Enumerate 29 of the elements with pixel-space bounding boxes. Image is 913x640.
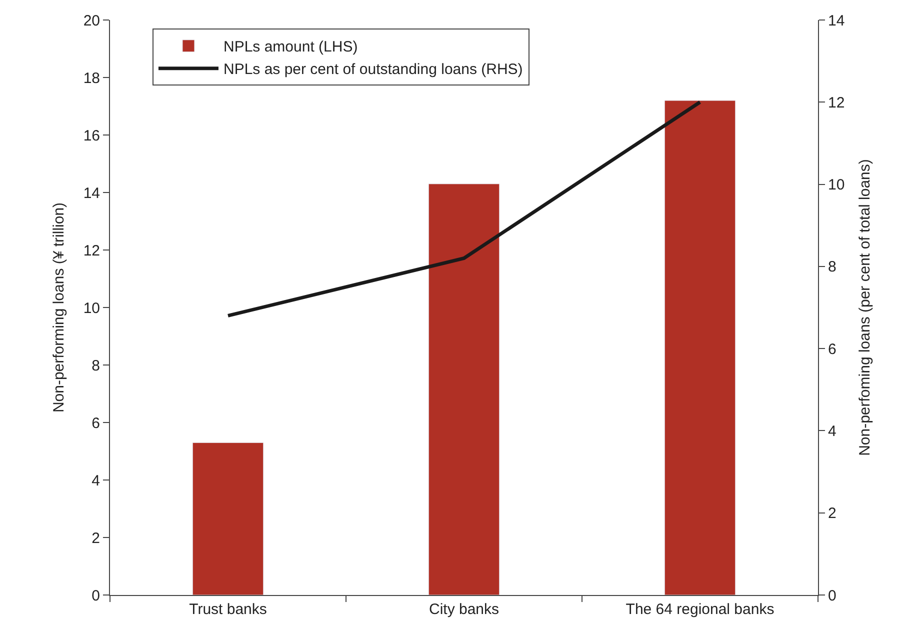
x-tick-label: City banks (428, 601, 500, 618)
y2-tick-label: 6 (828, 340, 836, 358)
y-tick-label: 0 (92, 587, 100, 604)
y-tick-label: 4 (92, 472, 100, 490)
y-axis-title: Non-performing loans (¥ trillion) (50, 202, 68, 413)
y2-tick-label: 8 (828, 258, 836, 276)
y-tick-label: 2 (92, 530, 100, 547)
y-tick-label: 12 (83, 242, 100, 260)
x-tick-label: The 64 regional banks (626, 601, 774, 618)
y-tick-label: 16 (83, 127, 100, 144)
y2-tick-label: 14 (828, 12, 845, 30)
y-tick-label: 8 (92, 357, 100, 374)
bar (192, 442, 264, 595)
y2-tick-label: 4 (828, 422, 836, 440)
y-tick-label: 20 (83, 12, 100, 30)
bar (428, 184, 500, 595)
y2-axis-title: Non-perfoming loans (per cent of total loans) (856, 159, 874, 456)
bar (664, 100, 736, 595)
legend-label: NPLs amount (LHS) (223, 38, 358, 56)
x-tick-label: Trust banks (189, 601, 267, 618)
y2-tick-label: 2 (828, 505, 836, 522)
y-tick-label: 6 (92, 414, 100, 432)
y2-tick-label: 12 (828, 94, 845, 112)
y-tick-label: 18 (83, 70, 100, 87)
legend-label: NPLs as per cent of outstanding loans (RHS) (223, 61, 523, 78)
y-tick-label: 14 (83, 184, 100, 202)
y2-tick-label: 10 (828, 176, 845, 194)
y-tick-label: 10 (83, 300, 100, 317)
y2-tick-label: 0 (828, 587, 836, 604)
